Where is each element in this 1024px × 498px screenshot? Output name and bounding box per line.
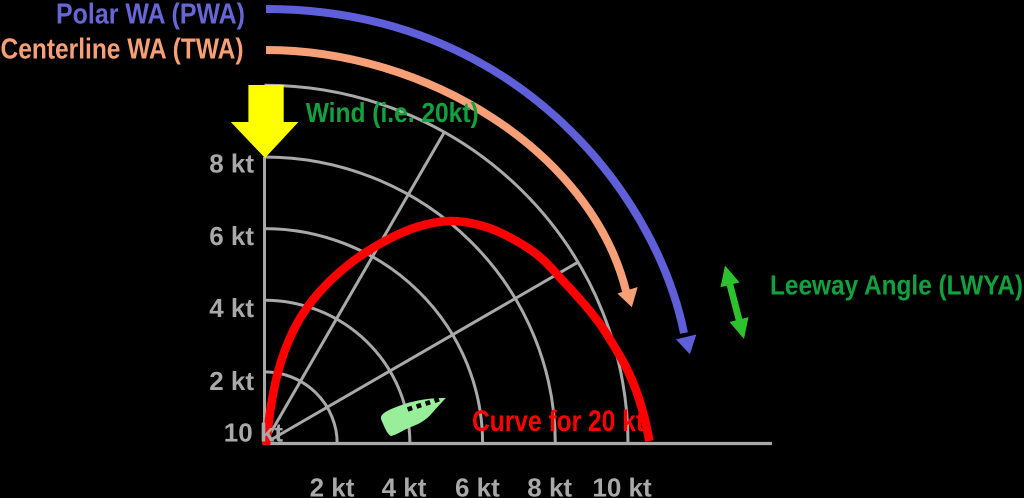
svg-text:Centerline WA (TWA): Centerline WA (TWA): [1, 34, 244, 66]
svg-text:10 kt: 10 kt: [592, 473, 652, 498]
svg-text:10 kt: 10 kt: [224, 418, 284, 448]
svg-text:2 kt: 2 kt: [209, 366, 254, 396]
svg-text:Wind (i.e. 20kt): Wind (i.e. 20kt): [306, 97, 479, 128]
svg-text:2 kt: 2 kt: [310, 473, 355, 498]
svg-text:8 kt: 8 kt: [527, 473, 572, 498]
svg-text:Leeway Angle (LWYA): Leeway Angle (LWYA): [770, 270, 1023, 301]
svg-text:Curve for 20 kt: Curve for 20 kt: [472, 405, 644, 438]
svg-text:4 kt: 4 kt: [209, 293, 254, 323]
svg-text:6 kt: 6 kt: [455, 473, 500, 498]
svg-text:Polar WA (PWA): Polar WA (PWA): [56, 0, 245, 31]
svg-text:6 kt: 6 kt: [209, 221, 254, 251]
svg-text:4 kt: 4 kt: [382, 473, 427, 498]
svg-text:8 kt: 8 kt: [209, 149, 254, 179]
